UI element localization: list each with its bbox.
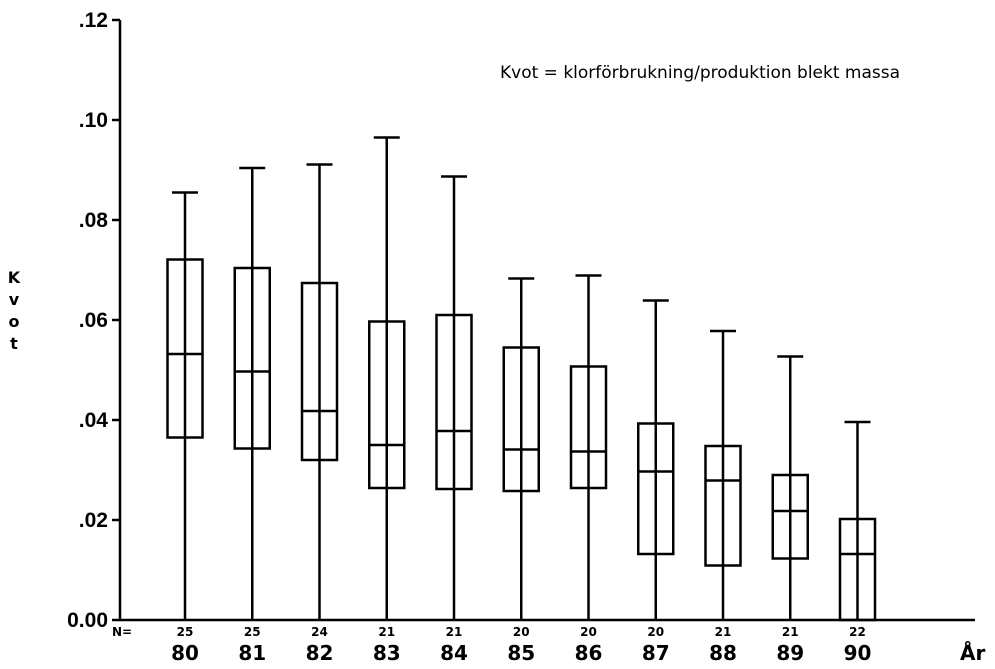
boxes bbox=[166, 136, 877, 622]
box-iqr bbox=[569, 365, 608, 490]
box-80 bbox=[166, 191, 204, 620]
y-tick-label: 0.00 bbox=[67, 609, 108, 632]
x-category-label: 87 bbox=[642, 641, 670, 665]
y-axis-label-letter: t bbox=[10, 334, 18, 353]
n-count-label: 20 bbox=[647, 625, 664, 639]
box-iqr bbox=[704, 444, 742, 567]
box-iqr bbox=[637, 422, 675, 556]
box-88 bbox=[704, 329, 742, 620]
box-iqr bbox=[233, 266, 271, 450]
box-85 bbox=[502, 277, 540, 620]
y-ticks: 0.00 .02 .04 .06 .08 .10 .12 bbox=[67, 9, 120, 632]
x-category-label: 84 bbox=[440, 641, 468, 665]
box-89 bbox=[771, 355, 809, 620]
y-axis-label-letter: o bbox=[9, 312, 20, 331]
x-category-label: 85 bbox=[507, 641, 535, 665]
n-count-label: 21 bbox=[378, 625, 395, 639]
box-90 bbox=[838, 420, 877, 622]
x-category-label: 86 bbox=[575, 641, 603, 665]
box-iqr bbox=[838, 517, 877, 622]
axes bbox=[118, 20, 975, 622]
y-tick-label: .12 bbox=[79, 9, 108, 32]
n-count-label: 24 bbox=[311, 625, 328, 639]
x-labels: 25 80 25 81 24 82 21 83 21 84 20 85 20 86 20 87 21 88 21 89… bbox=[171, 625, 871, 665]
y-axis-label-letter: v bbox=[9, 290, 20, 309]
box-iqr bbox=[771, 473, 809, 560]
x-category-label: 81 bbox=[238, 641, 266, 665]
ratio-annotation: Kvot = klorförbrukning/produktion blekt … bbox=[500, 63, 900, 83]
x-category-label: 80 bbox=[171, 641, 199, 665]
y-tick-label: .06 bbox=[79, 309, 108, 332]
x-category-label: 88 bbox=[709, 641, 737, 665]
y-tick-label: .04 bbox=[79, 409, 109, 432]
x-category-label: 83 bbox=[373, 641, 401, 665]
box-iqr bbox=[368, 320, 406, 490]
box-iqr bbox=[166, 258, 204, 439]
x-category-label: 89 bbox=[776, 641, 804, 665]
x-category-label: 90 bbox=[844, 641, 872, 665]
y-axis-label-letter: K bbox=[8, 268, 21, 287]
n-count-label: 25 bbox=[177, 625, 194, 639]
y-tick-label: .10 bbox=[79, 109, 108, 132]
n-count-label: 21 bbox=[715, 625, 732, 639]
box-86 bbox=[569, 274, 608, 620]
n-count-label: 21 bbox=[446, 625, 463, 639]
box-iqr bbox=[502, 346, 540, 493]
x-axis-label: År bbox=[960, 641, 985, 665]
n-count-label: 20 bbox=[580, 625, 597, 639]
y-tick-label: .08 bbox=[79, 209, 109, 232]
box-83 bbox=[368, 136, 406, 620]
box-84 bbox=[435, 175, 473, 620]
n-count-label: 25 bbox=[244, 625, 261, 639]
box-82 bbox=[300, 163, 339, 620]
x-category-label: 82 bbox=[306, 641, 334, 665]
n-count-label: 22 bbox=[849, 625, 866, 639]
box-81 bbox=[233, 166, 271, 620]
box-87 bbox=[637, 299, 675, 620]
n-count-label: 21 bbox=[782, 625, 799, 639]
y-tick-label: .02 bbox=[79, 509, 108, 532]
box-iqr bbox=[300, 281, 339, 462]
box-iqr bbox=[435, 313, 473, 491]
n-prefix: N= bbox=[112, 625, 132, 639]
n-count-label: 20 bbox=[513, 625, 530, 639]
